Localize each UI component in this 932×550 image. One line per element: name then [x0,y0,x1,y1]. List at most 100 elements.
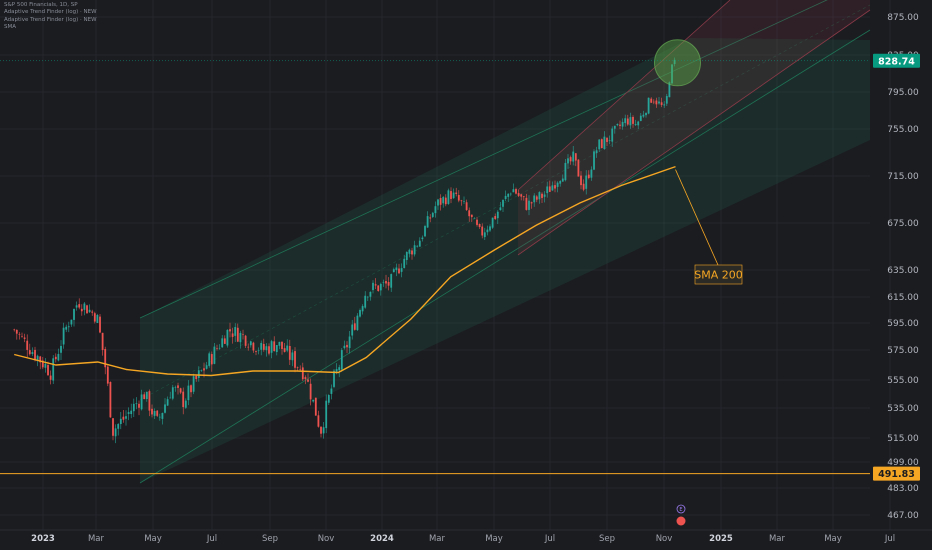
candle-body [405,251,408,260]
candle-body [247,346,250,348]
candle-body [496,211,499,219]
candle-body [242,334,244,335]
candle-body [660,102,663,105]
candle-body [525,197,528,210]
candle-body [416,245,419,247]
candle-body [15,329,18,334]
x-tick-label: Nov [656,534,673,544]
candle-body [70,319,73,325]
candle-body [210,354,213,365]
candle-body [239,332,242,343]
candle-body [28,350,31,355]
candle-body [135,403,138,405]
candle-body [262,343,265,350]
candle-body [647,97,650,114]
candle-body [96,314,99,323]
candle-body [171,387,174,399]
candle-body [366,296,369,298]
candle-body [312,399,315,402]
candle-body [582,183,585,190]
candle-body [663,104,666,106]
candle-body [567,158,569,164]
candle-body [619,124,621,126]
candle-body [161,413,164,419]
candle-body [520,194,523,197]
candle-body [665,96,668,104]
candle-body [106,366,109,384]
candle-body [512,189,515,193]
candle-body [13,329,16,331]
candle-body [148,391,151,411]
candle-body [494,216,497,219]
candle-body [499,207,502,211]
candle-body [603,136,606,149]
candle-body [379,283,382,291]
candle-body [62,327,65,345]
candle-body [275,345,278,353]
y-tick-label: 515.00 [887,434,919,444]
candle-body [44,363,47,368]
candle-body [203,368,205,371]
candle-body [551,185,554,191]
candle-body [470,214,473,218]
candle-body [502,199,504,207]
candle-body [382,281,385,283]
candle-body [320,426,322,434]
event-marker-label: E [679,507,682,513]
candle-body [385,280,387,284]
candle-body [174,387,177,388]
candle-body [348,336,351,349]
candle-body [270,341,273,353]
sma-callout-line [675,169,719,266]
sma-callout-label: SMA 200 [694,269,743,282]
candle-body [322,427,325,434]
candle-body [216,347,218,349]
y-tick-label: 615.00 [887,293,919,303]
candles [13,57,676,444]
candle-body [668,82,671,98]
candle-body [52,358,55,381]
candle-body [104,349,107,368]
candle-body [574,153,577,161]
y-tick-label: 555.00 [887,376,919,386]
candle-body [67,326,70,328]
x-tick-label: Jul [206,534,217,544]
candle-body [132,403,135,412]
candle-body [197,370,200,378]
red-channel-lower [517,9,871,256]
candle-body [93,313,96,322]
candle-body [338,367,341,371]
y-tick-label: 595.00 [887,319,919,329]
candle-body [369,291,372,297]
candle-body [353,323,356,330]
candle-body [226,329,229,346]
candle-body [283,348,286,352]
candle-body [304,377,307,380]
candle-body [465,202,468,210]
candle-body [273,341,276,352]
candle-body [577,159,580,177]
candle-body [187,385,190,401]
candle-body [91,311,94,313]
dividend-marker-icon [676,516,686,526]
candle-body [143,394,146,400]
candle-body [260,342,263,350]
x-tick-label: Jul [884,534,895,544]
candle-body [439,197,442,205]
candle-body [522,196,525,198]
candle-body [138,403,140,408]
candle-body [658,101,660,104]
y-tick-label: 535.00 [887,404,919,414]
candle-body [359,310,361,317]
candle-body [585,175,588,189]
candle-body [411,250,413,255]
candle-body [335,369,338,372]
candle-body [166,399,169,406]
candle-body [112,418,114,436]
candle-body [156,410,159,416]
candle-body [130,410,133,415]
candle-body [21,335,23,337]
red-channel-upper [517,0,731,191]
candle-body [650,98,653,103]
